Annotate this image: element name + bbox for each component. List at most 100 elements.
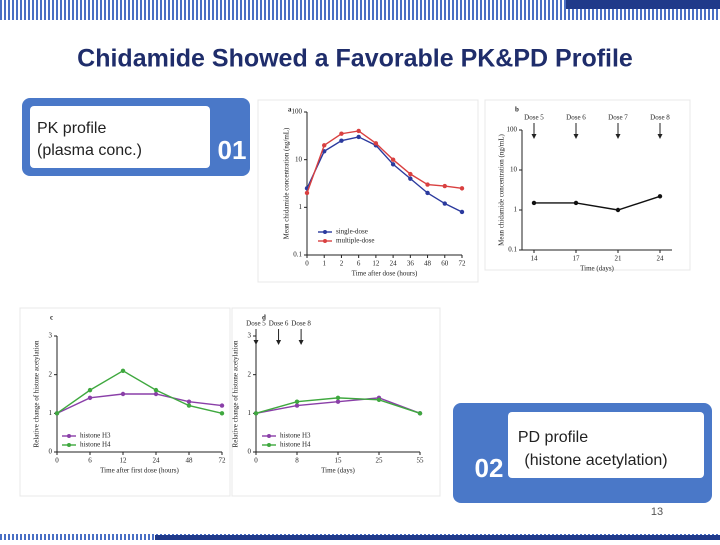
- data-point: [219, 403, 225, 408]
- data-point: [120, 391, 126, 397]
- data-point: [657, 194, 663, 199]
- x-tick-label: 12: [120, 457, 128, 465]
- dose-annotation: Dose 6: [566, 114, 586, 122]
- legend-label: histone H3: [280, 432, 311, 440]
- series-line: [306, 136, 463, 213]
- x-tick-label: 55: [417, 457, 425, 465]
- data-point: [294, 399, 300, 404]
- data-point: [615, 207, 621, 213]
- y-tick-label: 0.1: [293, 251, 302, 259]
- data-point: [417, 411, 423, 416]
- data-point: [87, 395, 93, 401]
- y-tick-label: 0: [248, 448, 252, 456]
- pk-label: PK profile: [37, 120, 106, 137]
- y-tick-label: 10: [510, 166, 518, 174]
- data-point: [219, 411, 225, 416]
- x-tick-label: 72: [219, 457, 227, 465]
- data-point: [335, 395, 341, 401]
- x-tick-label: 36: [407, 260, 415, 268]
- dose-arrowhead: [657, 134, 663, 139]
- x-tick-label: 60: [441, 260, 449, 268]
- x-tick-label: 12: [372, 260, 380, 268]
- chart-panel: b 0.1 1 10 100 14 17 21 24 Time (days) Mean chidam…: [484, 99, 691, 273]
- panel-label: c: [50, 314, 53, 322]
- data-point: [87, 387, 93, 393]
- y-tick-label: 0.1: [508, 246, 517, 254]
- dose-arrowhead: [615, 134, 621, 139]
- data-point: [356, 128, 361, 134]
- dose-arrowhead: [573, 134, 579, 139]
- x-tick-label: 15: [335, 457, 343, 465]
- data-point: [153, 387, 159, 393]
- data-point: [459, 186, 465, 191]
- data-point: [573, 200, 579, 206]
- y-tick-label: 100: [292, 108, 303, 116]
- x-tick-label: 1: [322, 260, 326, 268]
- x-tick-label: 48: [424, 260, 432, 268]
- pk-label: (plasma conc.): [37, 142, 142, 159]
- y-tick-label: 3: [248, 332, 252, 340]
- x-tick-label: 24: [153, 457, 161, 465]
- x-axis-label: Time after dose (hours): [352, 270, 418, 278]
- data-point: [304, 190, 310, 196]
- pd-label: PD profile: [518, 429, 588, 446]
- y-tick-label: 0: [49, 448, 53, 456]
- pd-number: 02: [475, 453, 504, 483]
- header-block: [566, 0, 720, 9]
- slide-title: Chidamide Showed a Favorable PK&PD Profi…: [77, 45, 633, 73]
- x-axis-label: Time (days): [580, 265, 614, 273]
- x-tick-label: 0: [55, 457, 59, 465]
- x-tick-label: 2: [340, 260, 344, 268]
- data-point: [459, 209, 465, 215]
- legend-swatch-point: [267, 434, 271, 438]
- legend-label: histone H4: [280, 441, 311, 449]
- y-tick-label: 1: [49, 409, 53, 417]
- legend-label: single-dose: [336, 228, 368, 236]
- page-number: 13: [651, 506, 663, 518]
- panel-label: a: [288, 106, 292, 114]
- x-tick-label: 14: [531, 255, 539, 263]
- x-tick-label: 17: [573, 255, 581, 263]
- pk-number: 01: [218, 135, 247, 165]
- data-point: [408, 176, 413, 181]
- legend-label: histone H3: [80, 432, 111, 440]
- header-stripes: [0, 0, 720, 20]
- y-axis-label: Mean chidamide concentration (ng/mL): [283, 127, 291, 239]
- legend-label: histone H4: [80, 441, 111, 449]
- y-tick-label: 2: [49, 370, 53, 378]
- legend-swatch-point: [267, 443, 271, 447]
- dose-annotation: Dose 5: [246, 320, 266, 328]
- data-point: [54, 411, 60, 416]
- x-tick-label: 6: [88, 457, 92, 465]
- series-line: [534, 195, 661, 211]
- y-tick-label: 1: [514, 206, 518, 214]
- x-tick-label: 0: [305, 260, 309, 268]
- dose-arrowhead: [298, 340, 304, 345]
- data-point: [408, 171, 413, 177]
- y-tick-label: 2: [248, 370, 252, 378]
- data-point: [390, 157, 396, 162]
- data-point: [253, 411, 259, 416]
- x-tick-label: 72: [459, 260, 467, 268]
- data-point: [339, 138, 344, 143]
- data-point: [425, 190, 430, 196]
- footer-block: [155, 535, 720, 540]
- data-point: [339, 131, 344, 136]
- pd-box-inner: [508, 412, 704, 478]
- legend-swatch-point: [323, 230, 327, 234]
- data-point: [153, 391, 159, 397]
- x-axis-label: Time (days): [321, 467, 355, 475]
- dose-arrowhead: [531, 134, 537, 139]
- pk-box-inner: [30, 106, 210, 168]
- pd-label: (histone acetylation): [524, 452, 667, 469]
- panel-label: d: [262, 314, 266, 322]
- y-tick-label: 10: [295, 155, 303, 163]
- dose-annotation: Dose 8: [650, 114, 670, 122]
- legend-swatch-point: [67, 443, 71, 447]
- dose-arrowhead: [253, 340, 259, 345]
- dose-annotation: Dose 6: [269, 320, 289, 328]
- data-point: [373, 141, 379, 146]
- chart-panel: d 0 1 2 3 0 8 15 25 55 Time (days) Relative change …: [231, 307, 441, 497]
